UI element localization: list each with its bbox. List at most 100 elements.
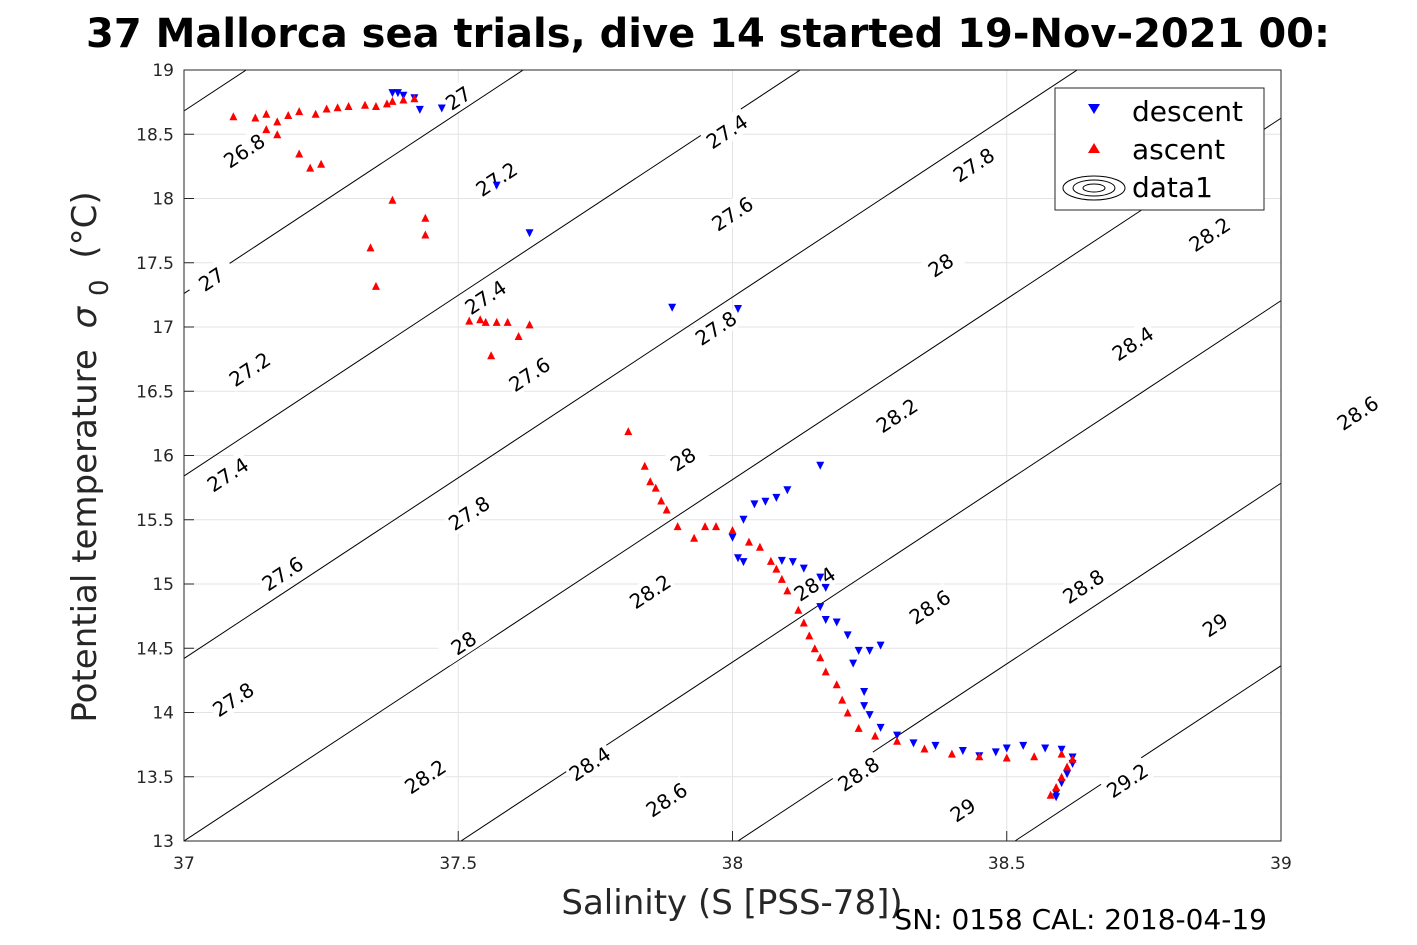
- y-axis-label: Potential temperature σ 0 (°C): [65, 191, 115, 722]
- ascent-point: [295, 107, 304, 116]
- x-tick-label: 38.5: [988, 854, 1026, 874]
- x-tick-label: 37: [173, 854, 195, 874]
- descent-point: [739, 515, 748, 524]
- y-tick-label: 16: [152, 447, 174, 467]
- ascent-point: [262, 109, 271, 118]
- ascent-point: [295, 149, 304, 158]
- y-tick-label: 17.5: [136, 254, 174, 274]
- descent-point: [772, 493, 781, 502]
- contour-label-gap: [913, 241, 968, 288]
- descent-point: [893, 731, 902, 740]
- ascent-point: [832, 680, 841, 689]
- ascent-point: [777, 574, 786, 583]
- ascent-point: [262, 125, 271, 134]
- contour-label-gap: [688, 304, 743, 351]
- ascent-point: [503, 317, 512, 326]
- descent-point: [909, 739, 918, 748]
- ascent-point: [920, 744, 929, 753]
- contour-label-gap: [217, 126, 271, 174]
- ascent-point: [410, 94, 419, 103]
- contour-lines: [184, 70, 1281, 841]
- contour-label-gap: [935, 786, 989, 833]
- isopycnal-line: [184, 70, 1079, 660]
- descent-point: [816, 461, 825, 470]
- ascent-point: [273, 117, 282, 126]
- legend-data1-label: data1: [1132, 171, 1213, 204]
- ascent-point: [366, 243, 375, 252]
- descent-point: [525, 229, 534, 238]
- ascent-series: [229, 94, 1077, 799]
- ascent-point: [871, 731, 880, 740]
- ascent-point: [657, 496, 666, 505]
- contour-label-gap: [255, 549, 309, 597]
- ascent-point: [712, 522, 721, 531]
- x-axis-ticks: 37 37.5 38 38.5 39: [173, 831, 1292, 874]
- ascent-point: [421, 213, 430, 222]
- ascent-point: [284, 110, 293, 119]
- descent-point: [388, 89, 397, 98]
- ascent-point: [388, 195, 397, 204]
- serial-calibration-footer: SN: 0158 CAL: 2018-04-19: [894, 903, 1267, 936]
- descent-point: [437, 104, 446, 113]
- y-tick-label: 15: [152, 575, 174, 595]
- y-tick-label: 18: [152, 190, 174, 210]
- descent-point: [1041, 744, 1050, 753]
- ascent-point: [229, 112, 238, 121]
- ascent-point: [783, 586, 792, 595]
- descent-point: [415, 105, 424, 114]
- ascent-point: [344, 101, 353, 110]
- ascent-point: [651, 483, 660, 492]
- ascent-point: [487, 351, 496, 360]
- ascent-point: [251, 113, 260, 122]
- y-tick-label: 14.5: [136, 639, 174, 659]
- contour-label-gap: [502, 350, 556, 397]
- ascent-point: [821, 667, 830, 676]
- ascent-point: [492, 317, 501, 326]
- legend-ascent-marker: [1088, 143, 1100, 153]
- contour-label-gap: [869, 391, 924, 439]
- x-tick-label: 37.5: [439, 854, 477, 874]
- ascent-point: [525, 320, 534, 329]
- y-axis-label-subscript: 0: [85, 279, 115, 296]
- ascent-point: [893, 736, 902, 745]
- contour-label-gap: [458, 273, 512, 320]
- isopycnal-line: [184, 117, 1281, 841]
- ascent-point: [1030, 752, 1039, 761]
- descent-point: [492, 181, 501, 190]
- descent-point: [876, 723, 885, 732]
- y-tick-label: 19: [152, 61, 174, 81]
- chart-title: 37 Mallorca sea trials, dive 14 started …: [86, 11, 1330, 57]
- contour-label-gap: [831, 750, 885, 797]
- descent-point: [777, 556, 786, 565]
- contour-label-gap: [206, 675, 260, 723]
- contour-label-gap: [705, 189, 759, 237]
- contour-label-gap: [562, 739, 616, 787]
- ascent-point: [371, 281, 380, 290]
- legend-descent-label: descent: [1132, 95, 1243, 128]
- descent-point: [821, 583, 830, 592]
- descent-point: [788, 558, 797, 567]
- y-axis-label-main: Potential temperature: [65, 349, 105, 722]
- descent-point: [865, 646, 874, 655]
- descent-point: [799, 564, 808, 573]
- contour-label-gap: [1105, 319, 1159, 367]
- ascent-point: [317, 159, 326, 168]
- descent-point: [991, 748, 1000, 757]
- contour-label: 29: [935, 786, 989, 833]
- ascent-point: [306, 163, 315, 172]
- descent-point: [816, 603, 825, 612]
- descent-point: [958, 747, 967, 756]
- x-tick-label: 39: [1270, 854, 1292, 874]
- descent-point: [865, 711, 874, 720]
- contour-label-gap: [902, 583, 957, 630]
- contour-label-gap: [200, 450, 254, 498]
- ascent-point: [975, 752, 984, 761]
- x-tick-label: 38: [722, 854, 744, 874]
- descent-point: [832, 618, 841, 627]
- contour-label-gap: [946, 141, 1000, 188]
- ascent-point: [382, 99, 391, 108]
- descent-point: [783, 486, 792, 495]
- ascent-point: [640, 461, 649, 470]
- isopycnal-line: [184, 70, 525, 295]
- descent-point: [816, 573, 825, 582]
